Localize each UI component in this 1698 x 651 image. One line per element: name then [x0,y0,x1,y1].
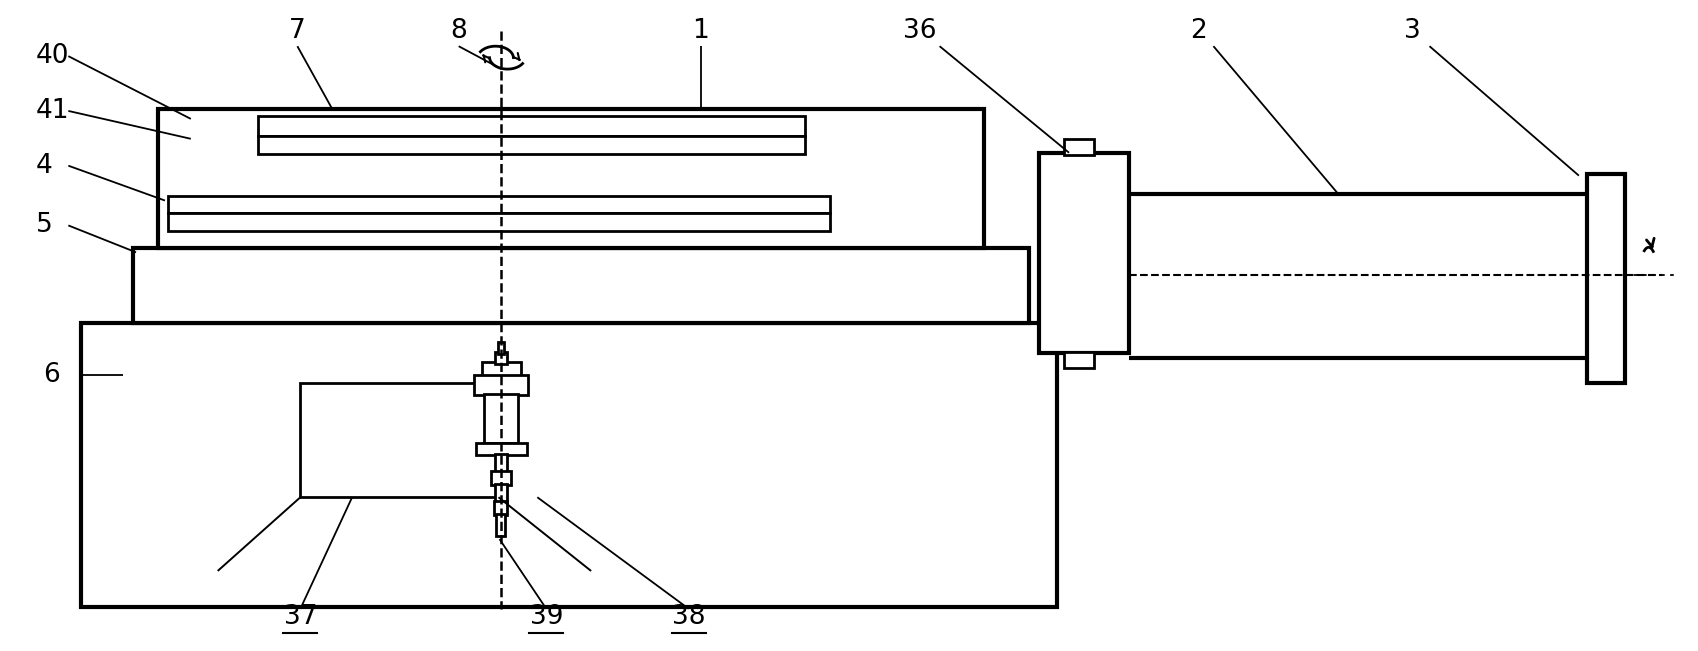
Bar [492,501,508,515]
Bar [496,514,506,536]
Bar [1039,153,1127,353]
Bar [1586,174,1623,383]
Text: 37: 37 [284,603,318,630]
Bar [1063,352,1094,368]
Text: 38: 38 [671,603,705,630]
Bar [1063,139,1094,155]
Bar [158,109,983,248]
Bar [494,484,508,502]
Bar [498,342,504,354]
Text: 6: 6 [44,362,59,388]
Bar [481,362,521,376]
Text: 2: 2 [1189,18,1206,44]
Text: 40: 40 [36,43,70,69]
Bar [494,352,508,364]
Bar [474,375,528,395]
Text: 41: 41 [36,98,70,124]
Bar [132,248,1029,323]
Bar [491,471,511,485]
Bar [168,195,830,214]
Bar [82,323,1056,607]
Bar [494,454,508,473]
Text: 8: 8 [450,18,467,44]
Text: 36: 36 [902,18,936,44]
Text: 39: 39 [530,603,562,630]
Bar [258,136,805,154]
Text: 7: 7 [289,18,306,44]
Bar [168,214,830,231]
Bar [301,383,498,497]
Text: 4: 4 [36,153,53,178]
Text: 1: 1 [691,18,708,44]
Bar [484,394,518,443]
Bar [475,443,526,456]
Text: 5: 5 [36,212,53,238]
Text: 3: 3 [1403,18,1420,44]
Bar [258,116,805,136]
